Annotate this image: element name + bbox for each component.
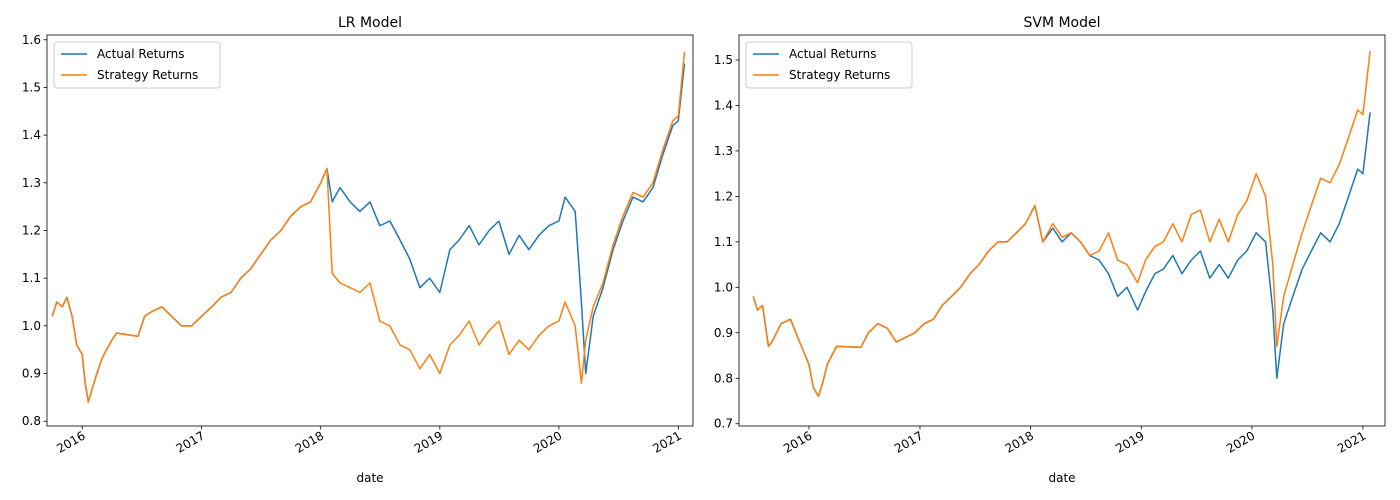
chart-title-lr: LR Model [338, 15, 402, 31]
x-tick-label: 2020 [531, 428, 564, 455]
x-axis-label-svm: date [1048, 471, 1075, 485]
x-tick-label: 2021 [1335, 428, 1368, 455]
x-tick-label: 2020 [1224, 428, 1257, 455]
x-tick-label: 2018 [1003, 428, 1036, 455]
x-tick-label: 2016 [54, 428, 87, 455]
y-tick-label: 0.8 [714, 371, 733, 385]
plot-area-lr: 0.8 0.9 1.0 1.1 1.2 1.3 1.4 1.5 1.6 2016 2017 2018 2… [22, 33, 694, 456]
y-tick-label: 1.6 [22, 33, 41, 47]
x-tick-label: 2021 [650, 428, 683, 455]
x-tick-label: 2017 [174, 428, 207, 455]
y-tick-label: 1.2 [22, 224, 41, 238]
legend-label-actual-returns: Actual Returns [789, 47, 876, 61]
series-line-actual-returns-svm [752, 112, 1371, 398]
y-tick-label: 0.8 [22, 414, 41, 428]
y-tick-label: 1.4 [22, 128, 41, 142]
axes-frame-lr [46, 34, 694, 427]
axes-frame-svm [738, 34, 1386, 427]
legend-box-svm [745, 41, 913, 89]
y-tick-label: 1.0 [714, 280, 733, 294]
x-tick-label: 2019 [412, 428, 445, 455]
chart-panel-lr: LR Model 0.8 0.9 1.0 1.1 1.2 1.3 1.4 1.5 1.6 2016… [22, 15, 694, 485]
y-tick-label: 0.9 [22, 367, 41, 381]
x-tick-label: 2019 [1113, 428, 1146, 455]
y-tick-label: 1.5 [22, 80, 41, 94]
y-tick-label: 1.1 [22, 271, 41, 285]
series-line-strategy-returns-lr [51, 51, 686, 403]
x-axis-label-lr: date [356, 471, 383, 485]
y-tick-label: 1.2 [714, 189, 733, 203]
y-tick-label: 1.4 [714, 98, 733, 112]
x-tick-label: 2018 [293, 428, 326, 455]
legend-label-strategy-returns: Strategy Returns [97, 68, 198, 82]
chart-title-svm: SVM Model [1023, 15, 1100, 31]
y-tick-label: 0.9 [714, 326, 733, 340]
chart-panel-svm: SVM Model 0.7 0.8 0.9 1.0 1.1 1.2 1.3 1.4 1.5 201… [714, 15, 1386, 485]
series-line-strategy-returns-svm [752, 50, 1371, 398]
series-line-actual-returns-lr [51, 63, 686, 403]
y-tick-label: 0.7 [714, 417, 733, 431]
y-tick-label: 1.3 [22, 176, 41, 190]
legend-label-actual-returns: Actual Returns [97, 47, 184, 61]
y-tick-label: 1.1 [714, 235, 733, 249]
plot-area-svm: 0.7 0.8 0.9 1.0 1.1 1.2 1.3 1.4 1.5 2016 2017 2018 2… [714, 34, 1386, 456]
legend-label-strategy-returns: Strategy Returns [789, 68, 890, 82]
legend-box-lr [53, 41, 221, 89]
y-tick-label: 1.3 [714, 144, 733, 158]
y-tick-label: 1.5 [714, 53, 733, 67]
x-tick-label: 2016 [781, 428, 814, 455]
x-tick-label: 2017 [892, 428, 925, 455]
y-tick-label: 1.0 [22, 319, 41, 333]
